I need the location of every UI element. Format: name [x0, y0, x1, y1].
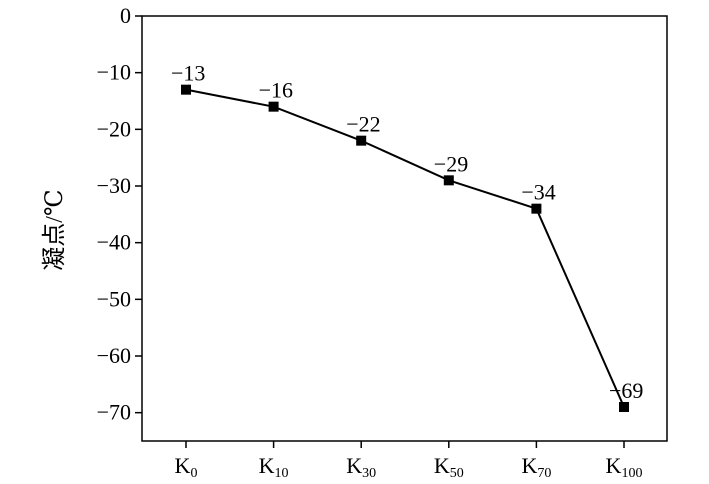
- y-tick-label: −50: [97, 286, 131, 311]
- x-axis-ticks: K0 K10 K30 K50 K70 K100: [175, 441, 643, 481]
- data-point-marker: [268, 101, 279, 112]
- data-label: −34: [521, 180, 555, 205]
- y-tick-label: −60: [97, 343, 131, 368]
- data-label: −69: [609, 378, 643, 403]
- series-line: [181, 84, 629, 412]
- y-tick-label: −30: [97, 173, 131, 198]
- data-label: −16: [259, 78, 293, 103]
- x-tick-label: K0: [175, 453, 198, 481]
- axes: [141, 15, 668, 442]
- data-point-marker: [356, 135, 367, 146]
- y-tick-label: −10: [97, 60, 131, 85]
- x-tick-label: K70: [521, 453, 551, 481]
- x-tick-label: K10: [259, 453, 289, 481]
- data-point-marker: [531, 203, 542, 214]
- data-label: −13: [171, 61, 205, 86]
- y-tick-label: 0: [120, 3, 131, 28]
- y-tick-label: −20: [97, 116, 131, 141]
- y-tick-label: −40: [97, 230, 131, 255]
- data-label: −22: [346, 112, 380, 137]
- x-tick-label: K100: [606, 453, 643, 481]
- data-point-marker: [443, 175, 454, 186]
- data-point-marker: [619, 402, 629, 412]
- y-axis-ticks: 0 −10 −20 −30 −40 −50 −60 −70: [97, 3, 142, 425]
- y-axis-title: 凝点/℃: [41, 189, 68, 271]
- series-line-path: [185, 88, 625, 408]
- data-point-marker: [181, 84, 191, 95]
- x-tick-label: K30: [346, 453, 376, 481]
- data-labels: −13 −16 −22 −29 −34 −69: [171, 61, 643, 403]
- data-label: −29: [434, 151, 468, 176]
- y-tick-label: −70: [97, 400, 131, 425]
- plot-frame: [141, 15, 668, 442]
- x-tick-label: K50: [434, 453, 464, 481]
